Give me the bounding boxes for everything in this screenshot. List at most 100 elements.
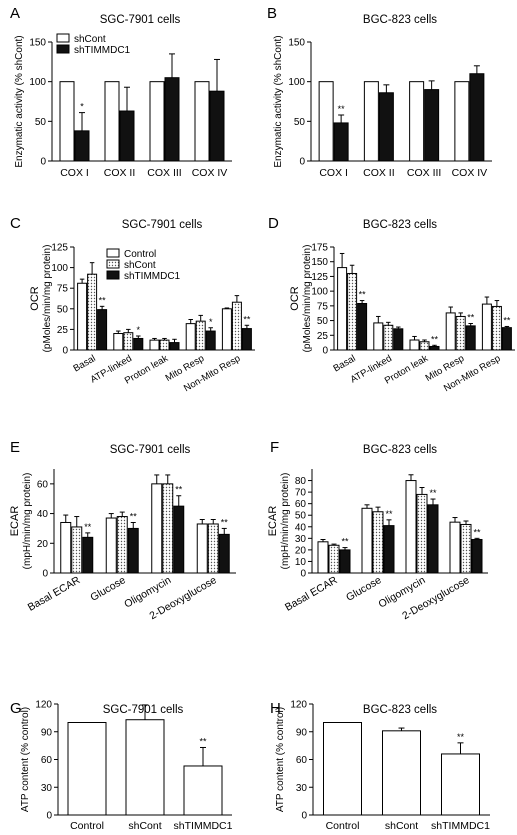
bar (378, 92, 394, 162)
bar (205, 330, 216, 351)
x-tick-label: COX III (147, 167, 181, 179)
y-tick-label: 125 (51, 243, 68, 254)
bar (455, 315, 466, 351)
bar (317, 541, 329, 574)
x-tick-label: shCont (385, 820, 418, 832)
bar (149, 81, 165, 162)
panel-letter: E (10, 439, 20, 456)
bar (441, 753, 480, 816)
x-tick-label: Basal ECAR (283, 574, 340, 614)
panel-e: E SGC-7901 cells 0 20 40 60 ECAR (mpH/min/mg pr… (9, 439, 236, 622)
y-tick-label: 150 (29, 38, 46, 49)
y-axis-label: ATP content (% control) (275, 707, 286, 812)
bar (59, 81, 75, 162)
panel-a: A SGC-7901 cells 0 50 100 150 Enzymatic activi… (10, 5, 232, 179)
y-tick-label: 125 (311, 272, 328, 283)
x-tick-label: Control (70, 820, 104, 832)
y-tick-label: 90 (41, 727, 53, 738)
significance-label: ** (467, 313, 475, 323)
bar (104, 81, 120, 162)
bar (409, 339, 420, 351)
bar (173, 505, 185, 574)
y-tick-label: 175 (311, 243, 328, 254)
x-tick-label: Basal ECAR (26, 574, 83, 614)
y-axis-label: OCR (29, 286, 41, 311)
bar (471, 538, 483, 574)
legend-label: Control (124, 249, 156, 260)
bar (127, 527, 139, 574)
panel-h: H BGC-823 cells 0 30 60 90 120 ATP content (% c… (270, 700, 490, 833)
bar (382, 730, 421, 816)
bar (337, 267, 348, 351)
bar (113, 333, 124, 351)
bar (185, 323, 196, 351)
significance-label: ** (341, 537, 349, 547)
panel-letter: H (270, 700, 281, 717)
bar (123, 332, 134, 351)
bar (445, 312, 456, 351)
bar (162, 483, 174, 574)
bar (119, 110, 135, 162)
bar (231, 301, 242, 351)
bar (195, 320, 206, 351)
bar (323, 722, 362, 816)
significance-label: ** (84, 522, 92, 532)
bar (116, 516, 128, 574)
significance-label: * (137, 325, 141, 335)
legend-label: shTIMMDC1 (124, 271, 181, 282)
bar (501, 327, 512, 351)
bar (361, 507, 373, 574)
y-tick-label: 75 (57, 284, 69, 295)
x-tick-label: shCont (128, 820, 161, 832)
panel-b: B BGC-823 cells 0 50 100 150 Enzymatic activit… (267, 5, 492, 179)
significance-label: ** (243, 314, 251, 324)
y-tick-label: 40 (37, 509, 49, 520)
y-tick-label: 0 (40, 157, 46, 168)
bar (405, 480, 417, 574)
significance-label: ** (221, 517, 229, 527)
bar (164, 77, 180, 162)
chart-title: SGC-7901 cells (110, 444, 191, 456)
y-axis-label: ECAR (9, 506, 21, 537)
x-tick-label: Control (326, 820, 360, 832)
x-tick-label: shTIMMDC1 (174, 820, 233, 832)
bar (133, 337, 144, 351)
x-tick-label: COX III (407, 167, 441, 179)
bar (67, 722, 107, 816)
panel-letter: D (268, 215, 279, 232)
y-tick-label: 20 (295, 545, 307, 556)
y-tick-label: 0 (322, 346, 328, 357)
bar (363, 81, 379, 162)
y-tick-label: 30 (295, 534, 307, 545)
significance-label: ** (429, 488, 437, 498)
y-tick-label: 90 (296, 727, 308, 738)
y-tick-label: 50 (35, 117, 47, 128)
y-tick-label: 50 (295, 511, 307, 522)
bar (357, 303, 368, 351)
bar (169, 342, 180, 351)
bar (209, 90, 225, 162)
bar (460, 523, 472, 574)
y-tick-label: 0 (62, 346, 68, 357)
bar (383, 324, 394, 351)
bar (74, 130, 90, 162)
bar (82, 536, 94, 574)
y-tick-label: 100 (29, 77, 46, 88)
panel-c: C SGC-7901 cells 0 25 50 75 100 125 OCR (pMoles/m… (10, 215, 255, 394)
bar (409, 81, 425, 162)
panel-d: D BGC-823 cells 0 25 50 75 100 125 150 175 OCR (pMo… (268, 215, 515, 394)
bar (419, 341, 430, 351)
y-tick-label: 100 (51, 263, 68, 274)
chart-title: SGC-7901 cells (100, 14, 181, 26)
chart-title: SGC-7901 cells (122, 219, 203, 231)
x-tick-label: Basal (72, 353, 98, 374)
bar (454, 81, 470, 162)
bar (429, 345, 440, 351)
y-tick-label: 0 (46, 811, 52, 822)
y-tick-label: 75 (317, 301, 329, 312)
y-tick-label: 60 (41, 755, 53, 766)
legend-swatch (56, 33, 70, 43)
